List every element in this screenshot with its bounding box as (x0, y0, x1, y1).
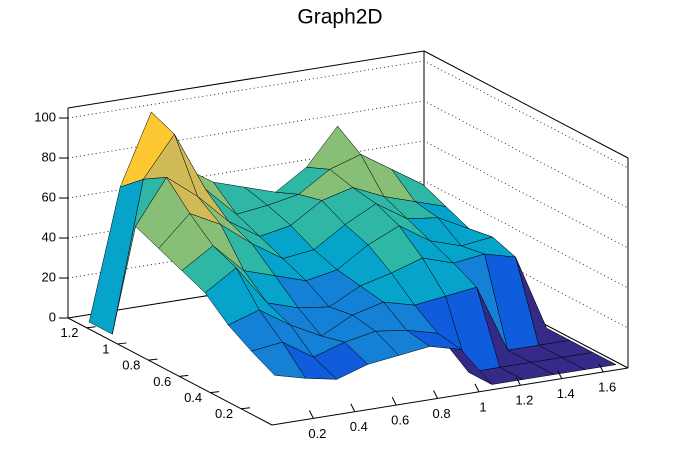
y-tick-label: 1 (102, 341, 109, 356)
box-edge (423, 50, 629, 159)
x-tick-label: 1 (479, 399, 486, 414)
z-tick-label: 20 (42, 269, 56, 284)
z-tick-label: 40 (42, 229, 56, 244)
x-tick (515, 377, 521, 386)
y-tick-label: 1.2 (60, 325, 78, 340)
x-tick-label: 0.8 (433, 406, 451, 421)
x-tick (350, 403, 356, 412)
x-tick-label: 1.2 (515, 393, 533, 408)
x-tick (598, 363, 604, 373)
y-tick-label: 0.6 (153, 374, 171, 389)
y-tick (241, 407, 251, 410)
x-tick-label: 1.6 (598, 379, 616, 394)
x-axis (271, 367, 629, 426)
x-tick-label: 0.6 (391, 413, 409, 428)
x-tick (433, 390, 439, 399)
y-tick (179, 374, 189, 377)
x-tick-label: 1.4 (557, 386, 575, 401)
z-tick-label: 60 (42, 189, 56, 204)
z-tick-label: 100 (34, 109, 56, 124)
y-tick (86, 326, 96, 329)
y-tick (210, 391, 220, 394)
x-tick-label: 0.4 (350, 419, 368, 434)
x-tick (557, 370, 563, 379)
box-edge (67, 50, 425, 109)
chart-title: Graph2D (297, 6, 382, 29)
x-tick (391, 396, 397, 406)
z-tick-label: 80 (42, 149, 56, 164)
surface-cell (88, 178, 144, 335)
grid-line (67, 60, 629, 169)
y-tick (148, 358, 158, 361)
x-tick-label: 0.2 (308, 426, 326, 441)
grid-line (67, 100, 629, 209)
z-tick-label: 0 (49, 309, 56, 324)
y-tick-label: 0.4 (184, 390, 202, 405)
y-tick-label: 0.2 (215, 406, 233, 421)
x-tick (474, 383, 480, 393)
y-tick-label: 0.8 (122, 358, 140, 373)
y-tick (117, 342, 127, 345)
y-axis (67, 317, 273, 426)
x-tick (308, 410, 314, 419)
surface-cell (250, 341, 307, 379)
